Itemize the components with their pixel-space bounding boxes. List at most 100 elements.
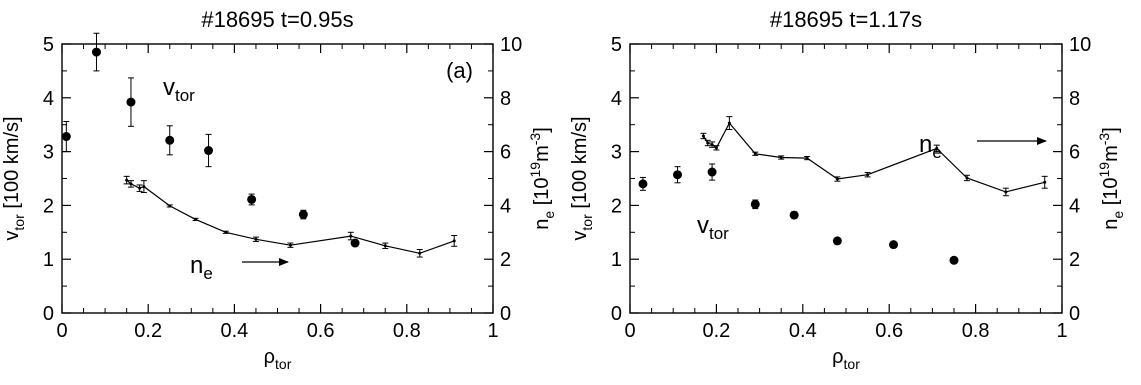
vtor-data-point [673,170,683,180]
ne-annotation: ne [190,252,213,283]
vtor-data-point [165,135,175,145]
plot-frame [629,43,1063,314]
y-left-tick-label: 0 [611,303,622,325]
chart-title: #18695 t=1.17s [770,7,922,32]
y-right-tick-label: 2 [500,249,511,271]
ne-data-point [418,251,422,255]
vtor-data-point [638,179,648,189]
ne-data-point [727,121,731,125]
ne-data-point [129,182,133,186]
ne-data-point [254,237,258,241]
vtor-data-point [889,240,899,250]
panel-label: (a) [446,58,473,83]
y-left-axis-label: vtor [100 km/s] [1,116,27,240]
y-right-tick-label: 4 [500,195,511,217]
chart-title: #18695 t=0.95s [201,7,353,32]
x-axis-label: ρtor [832,346,860,372]
x-tick-label: 0 [624,320,635,342]
y-left-tick-label: 1 [611,249,622,271]
ne-data-point [701,134,705,138]
ne-data-point [714,146,718,150]
x-tick-label: 0.6 [307,320,335,342]
vtor-annotation: vtor [163,74,195,105]
vtor-data-point [298,210,308,220]
ne-data-point [125,178,129,182]
y-right-tick-label: 0 [500,303,511,325]
ne-data-point [224,230,228,234]
y-right-axis-label: ne [1019m-3] [1096,127,1126,230]
x-tick-label: 1 [1056,320,1067,342]
y-left-tick-label: 4 [43,88,54,110]
ne-data-point [1043,180,1047,184]
y-left-tick-label: 0 [43,303,54,325]
vtor-data-point [789,210,799,220]
series-n-e [700,116,1048,197]
vtor-data-point [832,236,842,246]
ne-data-point [753,152,757,156]
ne-profile-line [126,179,455,254]
series-n-e [123,175,458,258]
y-right-tick-label: 6 [500,142,511,164]
vtor-data-point [247,194,257,204]
ne-data-point [138,186,142,190]
y-left-tick-label: 4 [611,88,622,110]
vtor-data-point [91,47,101,57]
vtor-data-point [204,146,214,156]
y-right-tick-label: 8 [500,88,511,110]
y-right-tick-label: 8 [1069,88,1080,110]
x-tick-label: 0.4 [789,320,817,342]
y-left-tick-label: 1 [43,249,54,271]
x-tick-label: 0 [56,320,67,342]
ne-data-point [349,234,353,238]
y-right-tick-label: 10 [500,34,522,56]
vtor-annotation: vtor [697,212,729,243]
y-right-tick-label: 10 [1069,34,1091,56]
x-tick-label: 0.2 [702,320,730,342]
vtor-data-point [949,255,959,265]
series-v-tor [638,163,959,265]
vtor-data-point [126,97,136,107]
ne-data-point [935,146,939,150]
x-tick-label: 0.8 [393,320,421,342]
ne-annotation: ne [919,131,942,162]
ne-data-point [142,185,146,189]
series-v-tor [61,32,360,248]
y-right-tick-label: 6 [1069,142,1080,164]
vtor-data-point [61,132,71,142]
vtor-data-point [750,199,760,209]
ne-data-point [168,204,172,208]
y-left-tick-label: 2 [43,195,54,217]
x-tick-label: 0.2 [134,320,162,342]
vtor-data-point [707,167,717,177]
ne-data-point [288,243,292,247]
ne-data-point [1004,190,1008,194]
y-right-axis-label: ne [1019m-3] [527,127,557,230]
ne-data-point [866,173,870,177]
y-left-axis-label: vtor [100 km/s] [569,116,595,240]
y-left-tick-label: 5 [43,34,54,56]
ne-data-point [706,141,710,145]
ne-data-point [805,156,809,160]
x-tick-label: 0.4 [220,320,248,342]
ne-data-point [194,217,198,221]
ne-data-point [710,143,714,147]
y-right-tick-label: 2 [1069,249,1080,271]
ne-profile-line [702,122,1045,193]
x-axis-label: ρtor [264,346,292,372]
y-left-tick-label: 3 [611,142,622,164]
vtor-data-point [350,238,360,248]
ne-data-point [779,156,783,160]
y-left-tick-label: 3 [43,142,54,164]
x-tick-label: 1 [487,320,498,342]
ne-data-point [835,177,839,181]
ne-data-point [965,176,969,180]
x-tick-label: 0.8 [962,320,990,342]
x-tick-label: 0.6 [875,320,903,342]
y-right-tick-label: 0 [1069,303,1080,325]
ne-data-point [383,244,387,248]
y-left-tick-label: 2 [611,195,622,217]
y-left-tick-label: 5 [611,34,622,56]
